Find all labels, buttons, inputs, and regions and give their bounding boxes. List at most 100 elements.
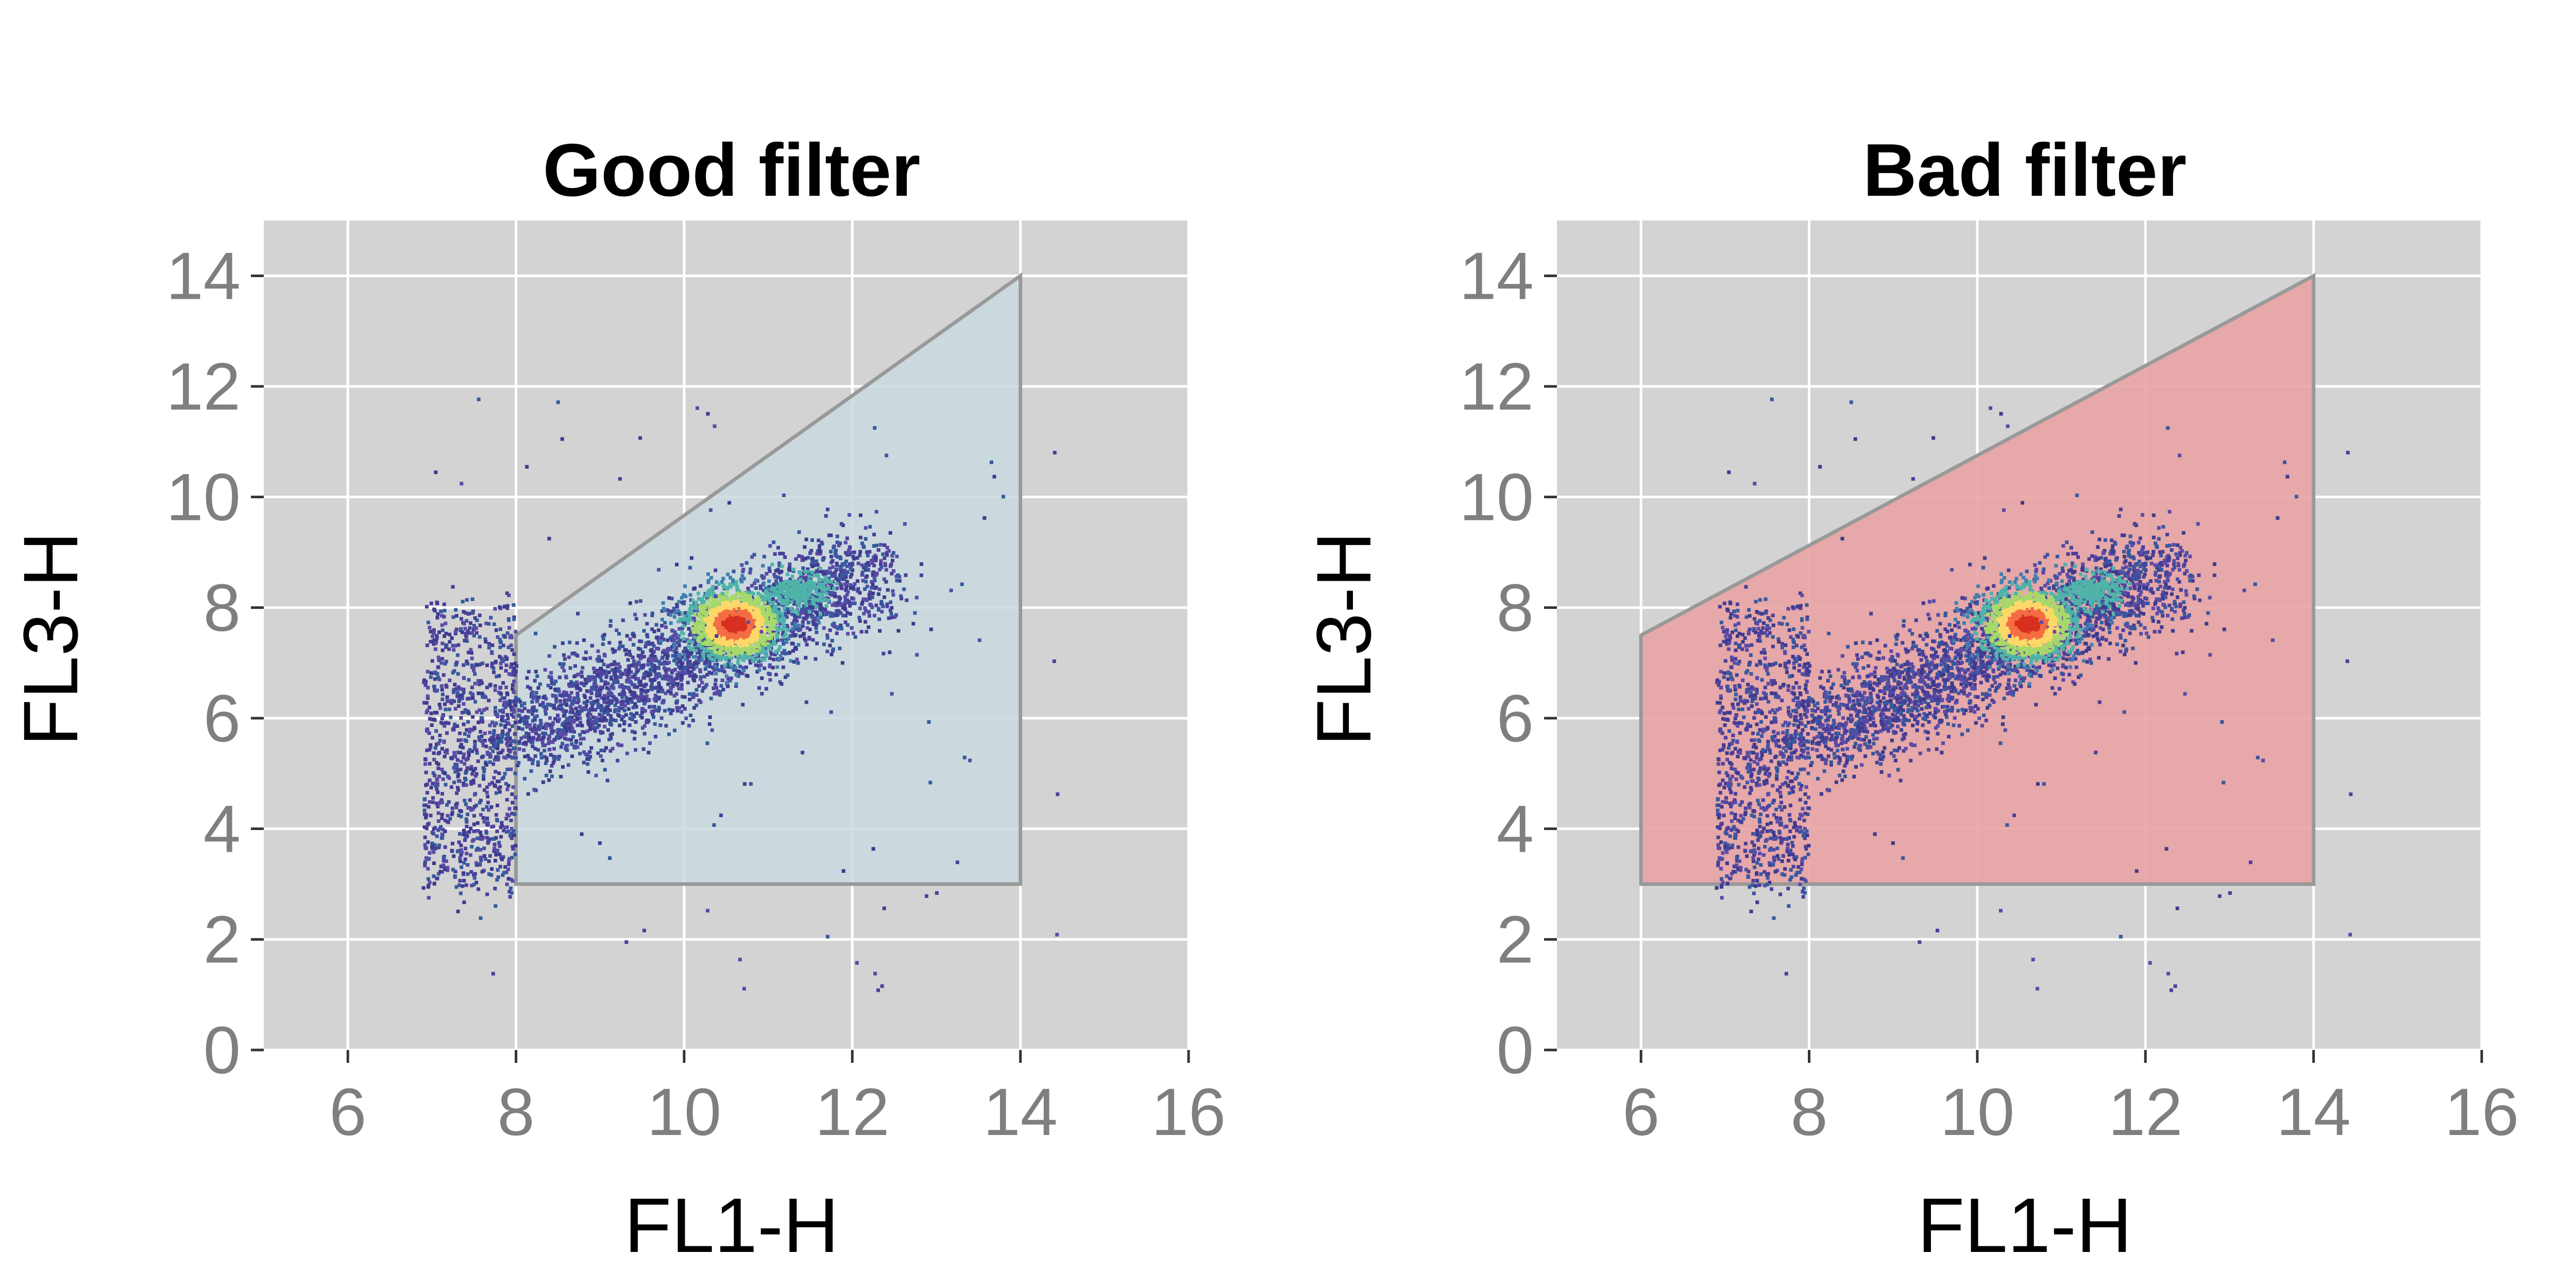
data-point	[563, 713, 567, 717]
data-point	[469, 826, 473, 831]
data-point	[759, 663, 763, 667]
data-point	[835, 631, 839, 635]
data-point	[748, 630, 752, 634]
data-point	[872, 544, 876, 548]
data-point	[547, 723, 551, 727]
data-point	[459, 891, 463, 895]
data-point	[919, 573, 923, 578]
data-point	[734, 684, 738, 688]
data-point	[843, 606, 847, 611]
data-point	[504, 782, 508, 786]
data-point	[664, 691, 668, 696]
data-point	[740, 671, 744, 675]
data-point	[764, 591, 768, 595]
data-point	[804, 617, 808, 621]
data-point	[852, 597, 856, 601]
data-point	[479, 679, 483, 683]
data-point	[498, 865, 502, 869]
data-point	[771, 597, 775, 601]
data-point	[462, 621, 466, 625]
data-point	[642, 629, 646, 633]
data-point	[897, 579, 902, 583]
data-point	[617, 647, 621, 651]
data-point	[649, 685, 653, 689]
data-point	[767, 585, 771, 589]
data-point	[740, 605, 744, 609]
data-point	[423, 835, 427, 839]
data-point	[709, 637, 713, 641]
data-point	[735, 669, 739, 673]
data-point	[617, 743, 621, 747]
data-point	[673, 611, 677, 615]
data-point	[600, 696, 604, 700]
data-point	[440, 800, 444, 804]
data-point	[499, 656, 503, 660]
data-point	[654, 675, 658, 679]
data-point	[505, 713, 510, 717]
data-point	[762, 657, 767, 662]
data-point	[883, 543, 887, 547]
data-point	[499, 751, 503, 755]
data-point	[563, 725, 567, 730]
data-point	[836, 608, 840, 613]
data-point	[586, 770, 590, 774]
data-point	[606, 682, 610, 686]
data-point	[776, 638, 780, 642]
data-point	[431, 796, 435, 800]
data-point	[628, 717, 632, 721]
data-point	[430, 723, 434, 727]
data-point	[446, 814, 450, 818]
data-point	[501, 643, 505, 648]
data-point	[458, 832, 462, 836]
data-point	[628, 689, 632, 693]
data-point	[730, 633, 734, 637]
data-point	[442, 863, 446, 867]
data-point	[510, 891, 514, 895]
data-point	[580, 723, 584, 727]
data-point	[817, 538, 821, 543]
data-point	[706, 624, 710, 628]
data-point	[585, 757, 589, 761]
data-point	[714, 586, 718, 590]
data-point	[860, 600, 865, 604]
data-point	[463, 732, 467, 736]
data-point	[709, 627, 713, 631]
data-point	[683, 707, 687, 711]
data-point	[450, 810, 454, 815]
data-point	[543, 749, 547, 753]
data-point	[891, 551, 895, 555]
data-point	[470, 656, 474, 660]
data-point	[451, 868, 455, 872]
data-point	[484, 831, 488, 835]
data-point	[717, 623, 721, 627]
data-point	[710, 641, 715, 645]
data-point	[782, 624, 786, 629]
data-point	[752, 649, 756, 653]
data-point	[556, 687, 561, 691]
data-point	[752, 615, 756, 619]
data-point	[762, 615, 766, 619]
data-point	[688, 663, 692, 667]
data-point	[428, 761, 432, 766]
data-point	[599, 679, 603, 683]
data-point	[444, 707, 448, 711]
data-point	[508, 737, 512, 741]
data-point	[669, 636, 673, 640]
data-point	[683, 584, 687, 588]
data-point	[444, 621, 448, 625]
data-point	[583, 677, 587, 682]
data-point	[575, 680, 579, 684]
data-point	[728, 575, 733, 580]
data-point	[592, 670, 597, 674]
data-point	[439, 609, 443, 614]
data-point	[756, 598, 760, 602]
data-point	[486, 801, 490, 805]
data-point	[487, 646, 491, 650]
data-point	[669, 648, 673, 652]
data-point	[699, 615, 703, 619]
data-point	[690, 670, 694, 674]
data-point	[724, 674, 728, 679]
data-point	[676, 665, 681, 669]
data-point	[509, 748, 513, 752]
data-point	[833, 574, 837, 579]
